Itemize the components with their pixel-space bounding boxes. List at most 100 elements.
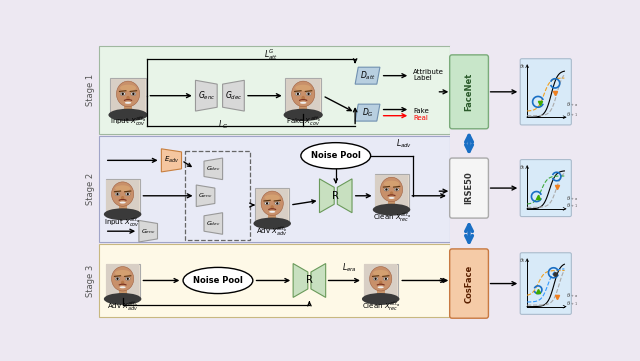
Ellipse shape — [116, 193, 118, 195]
Ellipse shape — [396, 188, 398, 191]
Ellipse shape — [373, 277, 378, 280]
Ellipse shape — [384, 180, 399, 187]
Text: $L_G$: $L_G$ — [218, 119, 228, 131]
Bar — [255, 188, 289, 222]
Text: $\theta_0$: $\theta_0$ — [518, 62, 525, 71]
Polygon shape — [319, 179, 334, 213]
Bar — [364, 264, 397, 297]
Text: Fake: Fake — [413, 108, 429, 114]
Text: CosFace: CosFace — [465, 265, 474, 303]
Text: R: R — [306, 275, 313, 286]
Text: Adv $X_{adv}^{att_b}$: Adv $X_{adv}^{att_b}$ — [107, 300, 138, 313]
Text: $\theta_{i+1}$: $\theta_{i+1}$ — [566, 201, 578, 210]
Ellipse shape — [115, 270, 131, 276]
Polygon shape — [195, 80, 217, 111]
Text: $L^G_{att}$: $L^G_{att}$ — [264, 47, 278, 61]
Text: $D_{att}$: $D_{att}$ — [360, 69, 375, 82]
Text: $E_{adv}$: $E_{adv}$ — [164, 155, 179, 165]
Bar — [184, 151, 250, 240]
Ellipse shape — [121, 196, 124, 200]
Ellipse shape — [300, 102, 307, 104]
Bar — [364, 264, 397, 297]
Polygon shape — [204, 213, 223, 234]
Text: $G_{dec}$: $G_{dec}$ — [225, 90, 242, 102]
Bar — [377, 287, 385, 297]
Text: Attribute: Attribute — [413, 69, 444, 75]
Ellipse shape — [264, 195, 280, 201]
Ellipse shape — [296, 93, 299, 95]
Text: $\theta_0$: $\theta_0$ — [518, 256, 525, 265]
Ellipse shape — [125, 277, 130, 280]
Text: Real: Real — [413, 115, 428, 121]
Bar — [388, 197, 396, 208]
Ellipse shape — [120, 85, 136, 91]
Ellipse shape — [385, 188, 388, 191]
Ellipse shape — [111, 266, 134, 291]
Text: Stage 1: Stage 1 — [86, 74, 95, 106]
Ellipse shape — [115, 277, 120, 280]
Ellipse shape — [380, 177, 403, 202]
Ellipse shape — [116, 81, 140, 106]
Ellipse shape — [266, 202, 268, 205]
Polygon shape — [355, 104, 380, 121]
Bar — [111, 79, 145, 113]
Polygon shape — [139, 221, 157, 242]
Ellipse shape — [390, 191, 393, 196]
Bar — [119, 202, 127, 213]
Text: $\theta_{i+a}$: $\theta_{i+a}$ — [566, 291, 578, 300]
Bar — [375, 175, 408, 207]
Ellipse shape — [122, 93, 124, 95]
Text: Input $X_{cov}^{att_a}$: Input $X_{cov}^{att_a}$ — [104, 216, 141, 229]
Ellipse shape — [131, 92, 136, 96]
Ellipse shape — [108, 109, 148, 121]
Ellipse shape — [378, 286, 384, 288]
Text: $\theta_{i+1}$: $\theta_{i+1}$ — [566, 110, 578, 119]
Ellipse shape — [115, 185, 131, 191]
Polygon shape — [293, 264, 308, 297]
Polygon shape — [223, 80, 244, 111]
Text: Noise Pool: Noise Pool — [311, 151, 361, 160]
Ellipse shape — [104, 293, 141, 305]
Ellipse shape — [362, 293, 399, 305]
Bar — [106, 179, 140, 213]
Ellipse shape — [383, 277, 388, 280]
Ellipse shape — [121, 280, 124, 285]
Text: R: R — [332, 191, 339, 201]
Text: $L_{era}$: $L_{era}$ — [342, 262, 357, 274]
Ellipse shape — [292, 81, 315, 106]
Ellipse shape — [301, 96, 305, 100]
Ellipse shape — [116, 278, 118, 280]
Text: $G_{enc}$: $G_{enc}$ — [141, 227, 156, 236]
Bar — [300, 102, 307, 113]
FancyBboxPatch shape — [450, 55, 488, 129]
Text: $G_{dec}$: $G_{dec}$ — [206, 164, 221, 173]
Text: Stage 3: Stage 3 — [86, 264, 95, 297]
Text: $\boldsymbol{D_G}$: $\boldsymbol{D_G}$ — [362, 106, 373, 119]
Text: Clean $X_{rec}^{att_a}$: Clean $X_{rec}^{att_a}$ — [372, 210, 411, 224]
Text: Input $X_{cov}^{att_a}$: Input $X_{cov}^{att_a}$ — [110, 114, 146, 127]
Text: $\theta_{i+1}$: $\theta_{i+1}$ — [566, 299, 578, 308]
Text: $G_{enc}$: $G_{enc}$ — [198, 90, 215, 102]
Ellipse shape — [132, 93, 134, 95]
Ellipse shape — [373, 270, 388, 276]
Bar — [124, 102, 132, 113]
Bar — [99, 244, 450, 317]
Ellipse shape — [307, 93, 310, 95]
Ellipse shape — [120, 286, 125, 288]
Text: Clean $X_{rec}^{att_a}$: Clean $X_{rec}^{att_a}$ — [362, 300, 400, 313]
Text: IRSE50: IRSE50 — [465, 172, 474, 204]
Ellipse shape — [127, 278, 129, 280]
Ellipse shape — [183, 268, 253, 293]
Text: Adv $X_{adv}^{att_b}$: Adv $X_{adv}^{att_b}$ — [257, 225, 288, 238]
Text: $G_{dec}$: $G_{dec}$ — [206, 219, 221, 228]
Ellipse shape — [372, 204, 410, 216]
Bar — [99, 47, 450, 134]
FancyBboxPatch shape — [450, 158, 488, 218]
Text: Fake $X_{cov}^{att_b}$: Fake $X_{cov}^{att_b}$ — [285, 114, 321, 127]
Polygon shape — [161, 149, 182, 172]
Ellipse shape — [306, 92, 311, 96]
Text: Label: Label — [413, 75, 432, 81]
FancyBboxPatch shape — [450, 249, 488, 318]
Ellipse shape — [394, 188, 399, 191]
Text: $\theta_{i+a}$: $\theta_{i+a}$ — [566, 100, 578, 109]
